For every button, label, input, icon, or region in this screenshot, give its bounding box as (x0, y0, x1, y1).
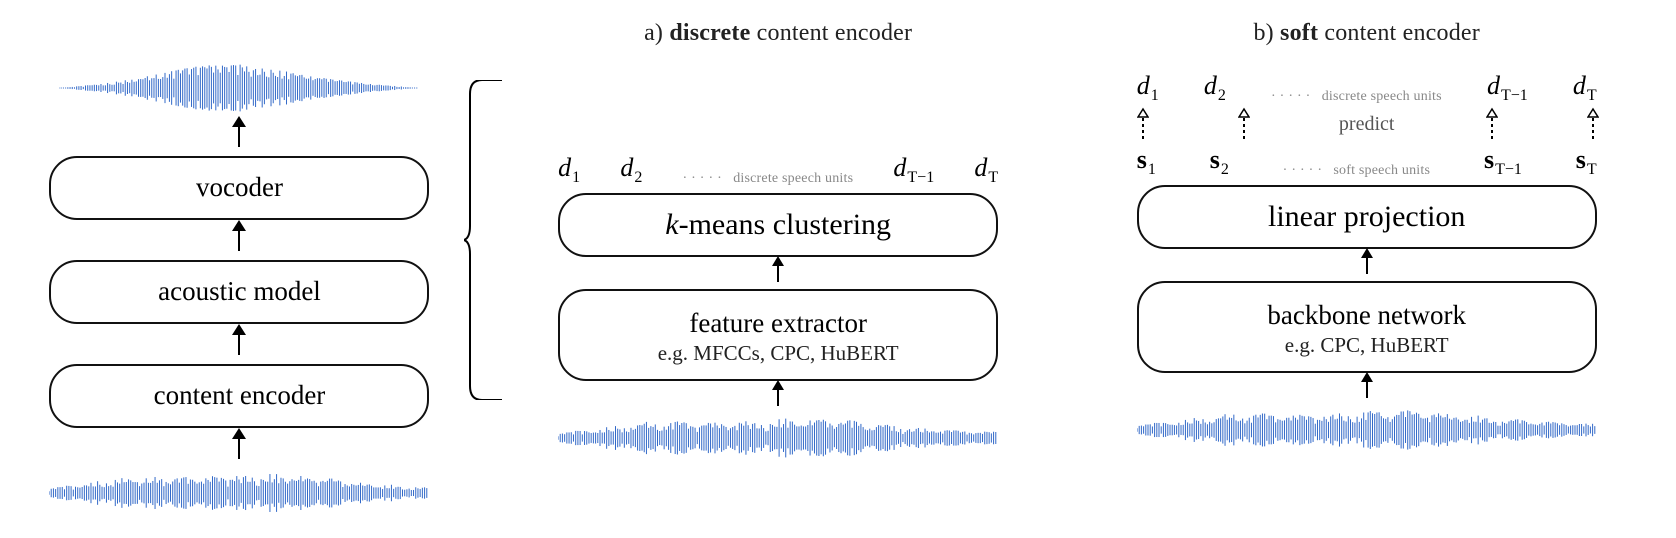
panel-discrete: a) discrete content encoder d1 d2 ····· … (519, 20, 1038, 463)
panel-soft: b) soft content encoder d1 d2 ····· disc… (1087, 20, 1646, 455)
arrow-up-icon (238, 125, 240, 147)
bracket-icon (459, 20, 509, 400)
waveform-input-icon (558, 413, 998, 463)
feature-extractor-sublabel: e.g. MFCCs, CPC, HuBERT (658, 341, 899, 365)
unit-dTm1: dT−1 (893, 153, 934, 187)
arrow-up-icon (238, 333, 240, 355)
panel-b-title: b) soft content encoder (1253, 20, 1480, 47)
linear-projection-block: linear projection (1137, 185, 1597, 249)
panel-b-title-rest: content encoder (1318, 20, 1480, 46)
unit-d2: d2 (620, 153, 642, 187)
arrow-up-icon (238, 437, 240, 459)
acoustic-model-label: acoustic model (158, 276, 321, 307)
discrete-units-note: ····· discrete speech units (1271, 89, 1442, 105)
backbone-sublabel: e.g. CPC, HuBERT (1285, 333, 1449, 357)
discrete-units-row: d1 d2 ····· discrete speech units dT−1 d… (558, 151, 998, 187)
unit-d2: d2 (1204, 71, 1226, 105)
dotted-arrow-up-icon (1238, 109, 1248, 139)
arrow-up-icon (1366, 256, 1368, 274)
kmeans-label: k-means clustering (665, 208, 891, 243)
dotted-arrow-up-icon (1137, 109, 1147, 139)
acoustic-model-block: acoustic model (49, 260, 429, 324)
predict-label: predict (1339, 113, 1395, 136)
unit-dT: dT (974, 153, 998, 187)
vocoder-block: vocoder (49, 156, 429, 220)
panel-b-title-bold: soft (1280, 20, 1318, 46)
unit-s2: s2 (1210, 145, 1229, 179)
left-pipeline: vocoder acoustic model content encoder (30, 20, 449, 518)
unit-d1: d1 (558, 153, 580, 187)
unit-dT: dT (1573, 71, 1597, 105)
content-encoder-block: content encoder (49, 364, 429, 428)
arrow-up-icon (1366, 380, 1368, 398)
dotted-arrow-up-icon (1587, 109, 1597, 139)
panel-a-title-bold: discrete (669, 20, 750, 46)
soft-d-units-row: d1 d2 ····· discrete speech units dT−1 d… (1137, 69, 1597, 105)
feature-extractor-label: feature extractor (689, 308, 867, 339)
dotted-arrow-up-icon (1486, 109, 1496, 139)
arrow-up-icon (777, 388, 779, 406)
panel-b-prefix: b) (1253, 20, 1280, 46)
soft-units-note: ····· soft speech units (1283, 163, 1430, 179)
unit-d1: d1 (1137, 71, 1159, 105)
waveform-input-icon (1137, 405, 1597, 455)
unit-sTm1: sT−1 (1484, 145, 1522, 179)
waveform-input-icon (49, 468, 429, 518)
unit-s1: s1 (1137, 145, 1156, 179)
unit-sT: sT (1576, 145, 1597, 179)
arrow-up-icon (238, 229, 240, 251)
discrete-units-note: ····· discrete speech units (682, 171, 853, 187)
panel-a-title: a) discrete content encoder (644, 20, 912, 47)
panel-a-title-rest: content encoder (750, 20, 912, 46)
waveform-output-icon (59, 60, 419, 116)
predict-arrows-row: predict (1137, 105, 1597, 143)
linear-projection-label: linear projection (1268, 200, 1465, 235)
arrow-up-icon (777, 264, 779, 282)
panel-a-prefix: a) (644, 20, 669, 46)
figure-canvas: vocoder acoustic model content encoder a… (30, 20, 1646, 518)
feature-extractor-block: feature extractor e.g. MFCCs, CPC, HuBER… (558, 289, 998, 381)
unit-dTm1: dT−1 (1487, 71, 1528, 105)
content-encoder-label: content encoder (154, 380, 326, 411)
kmeans-block: k-means clustering (558, 193, 998, 257)
vocoder-label: vocoder (196, 172, 283, 203)
soft-s-units-row: s1 s2 ····· soft speech units sT−1 sT (1137, 143, 1597, 179)
backbone-label: backbone network (1267, 300, 1466, 331)
backbone-block: backbone network e.g. CPC, HuBERT (1137, 281, 1597, 373)
